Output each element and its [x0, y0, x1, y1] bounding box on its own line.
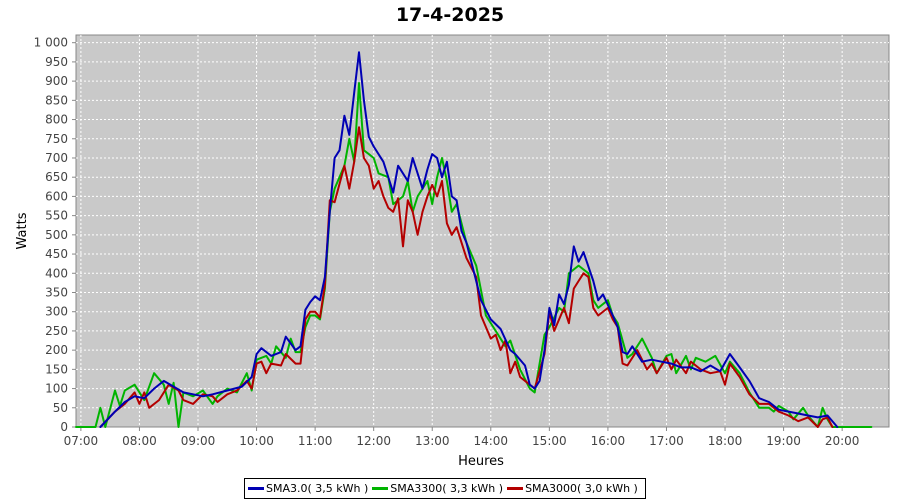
x-tick-label: 19:00	[766, 434, 801, 448]
y-tick-label: 450	[45, 247, 68, 261]
x-tick-label: 17:00	[649, 434, 684, 448]
legend-label: SMA3000( 3,0 kWh )	[525, 482, 638, 495]
y-tick-label: 700	[45, 151, 68, 165]
x-tick-label: 18:00	[708, 434, 743, 448]
y-tick-label: 400	[45, 266, 68, 280]
series-line-0	[99, 51, 839, 428]
x-tick-label: 16:00	[591, 434, 626, 448]
x-tick-label: 09:00	[181, 434, 216, 448]
x-tick-label: 08:00	[122, 434, 157, 448]
legend-swatch	[248, 487, 264, 490]
legend-item: SMA3300( 3,3 kWh )	[372, 482, 503, 495]
y-tick-label: 850	[45, 93, 68, 107]
x-tick-label: 12:00	[356, 434, 391, 448]
y-tick-label: 650	[45, 170, 68, 184]
y-tick-label: 100	[45, 382, 68, 396]
legend-label: SMA3.0( 3,5 kWh )	[266, 482, 369, 495]
x-tick-label: 15:00	[532, 434, 567, 448]
y-tick-label: 200	[45, 343, 68, 357]
x-tick-label: 13:00	[415, 434, 450, 448]
series-lines	[75, 51, 873, 428]
y-tick-label: 800	[45, 113, 68, 127]
chart-title: 17-4-2025	[396, 4, 504, 26]
y-tick-label: 0	[60, 420, 68, 434]
y-axis-label: Watts	[15, 212, 30, 249]
x-tick-label: 14:00	[473, 434, 508, 448]
legend-item: SMA3.0( 3,5 kWh )	[248, 482, 368, 495]
legend-label: SMA3300( 3,3 kWh )	[390, 482, 504, 495]
y-tick-label: 550	[45, 209, 68, 223]
y-tick-label: 250	[45, 324, 68, 338]
grid	[76, 35, 889, 427]
legend-item: SMA3000( 3,0 kWh )	[507, 482, 638, 495]
y-tick-label: 500	[45, 228, 68, 242]
legend-swatch	[372, 487, 389, 490]
y-tick-label: 950	[45, 55, 68, 69]
x-tick-label: 20:00	[825, 434, 860, 448]
y-tick-label: 1 000	[34, 36, 68, 50]
y-tick-label: 150	[45, 362, 68, 376]
y-tick-label: 350	[45, 285, 68, 299]
axes: 0 50 100 150 200 250 300 350 400 450 500 550 600 650 7…	[34, 36, 860, 448]
y-tick-label: 300	[45, 305, 68, 319]
legend-swatch	[507, 487, 524, 490]
y-tick-label: 50	[53, 401, 68, 415]
x-tick-label: 07:00	[64, 434, 99, 448]
y-tick-label: 600	[45, 189, 68, 203]
legend: SMA3.0( 3,5 kWh ) SMA3300( 3,3 kWh ) SMA30…	[244, 478, 646, 499]
y-tick-label: 900	[45, 74, 68, 88]
x-tick-label: 10:00	[239, 434, 274, 448]
y-tick-label: 750	[45, 132, 68, 146]
x-tick-label: 11:00	[298, 434, 333, 448]
x-axis-label: Heures	[458, 454, 504, 469]
